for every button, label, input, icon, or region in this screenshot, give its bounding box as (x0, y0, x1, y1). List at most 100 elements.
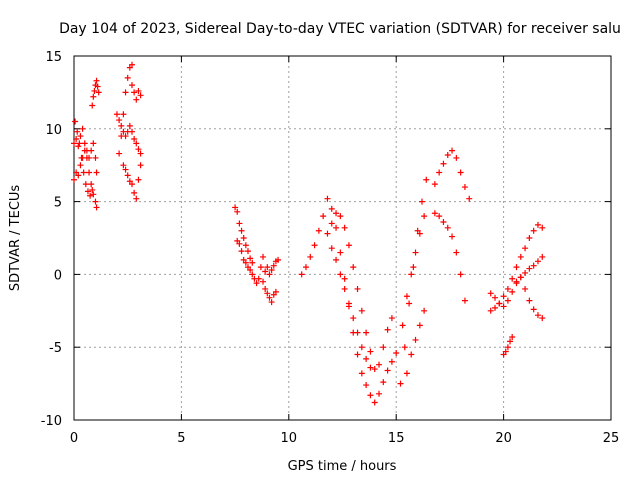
data-point (72, 118, 79, 125)
data-point (124, 172, 131, 179)
data-point (80, 169, 87, 176)
data-point (73, 135, 80, 142)
series-arc-2c (128, 82, 144, 103)
data-point (128, 128, 135, 135)
data-point (440, 160, 447, 167)
data-point (91, 87, 98, 94)
data-point (266, 271, 273, 278)
data-point (240, 235, 247, 241)
data-point (436, 213, 443, 220)
data-point (363, 355, 370, 362)
series-arc-1b (71, 125, 100, 176)
data-point (337, 249, 344, 256)
data-point (122, 166, 129, 173)
data-point (354, 351, 361, 358)
series-arc-3c (260, 278, 279, 306)
series-arc-7d (500, 334, 516, 358)
data-point (517, 274, 524, 281)
data-point (337, 213, 344, 220)
data-point (79, 125, 86, 132)
data-point (270, 262, 277, 269)
data-point (260, 278, 267, 285)
data-point (530, 227, 537, 234)
data-point (232, 204, 239, 211)
data-point (507, 338, 514, 345)
data-point (421, 213, 428, 220)
series-arc-4b (324, 210, 395, 373)
series-arc-2b (116, 61, 135, 157)
data-point (513, 278, 520, 285)
series-arc-7a (487, 221, 546, 314)
data-point (337, 271, 344, 278)
data-point (380, 344, 387, 351)
data-point (341, 285, 348, 292)
data-point (242, 242, 249, 249)
data-point (93, 169, 100, 176)
grid-layer (74, 56, 611, 420)
data-point (89, 102, 96, 109)
data-point (539, 315, 546, 322)
series-arc-3b (234, 237, 267, 287)
data-point (431, 210, 438, 217)
data-point (406, 300, 413, 307)
data-point (358, 344, 365, 351)
data-point (403, 370, 410, 377)
data-point (137, 92, 144, 99)
x-tick-label: 15 (388, 431, 405, 446)
data-point (466, 195, 473, 202)
series-arc-5a (397, 176, 430, 387)
data-point (133, 140, 140, 147)
data-point (264, 290, 271, 297)
data-point (416, 230, 423, 237)
data-point (298, 271, 305, 278)
data-point (496, 300, 503, 307)
data-point (504, 297, 511, 304)
data-point (504, 285, 511, 292)
data-point (262, 268, 269, 275)
x-tick-label: 5 (177, 431, 185, 446)
data-point (75, 143, 82, 150)
data-point (116, 117, 123, 124)
data-point (388, 358, 395, 365)
data-point (124, 74, 131, 81)
data-point (87, 192, 94, 199)
data-point (358, 370, 365, 377)
data-point (502, 348, 509, 355)
data-point (260, 253, 267, 260)
y-tick-label: 10 (45, 123, 62, 138)
data-point (84, 188, 91, 195)
data-point (89, 186, 96, 193)
data-point (345, 242, 352, 249)
data-point (255, 275, 262, 282)
data-point (500, 293, 507, 300)
data-point (92, 198, 99, 205)
data-point (397, 380, 404, 387)
data-point (236, 240, 243, 247)
data-point (534, 258, 541, 265)
data-point (238, 248, 245, 255)
data-point (449, 233, 456, 240)
data-point (487, 307, 494, 314)
data-point (92, 154, 99, 161)
data-point (135, 87, 142, 94)
data-point (376, 361, 383, 368)
data-point (137, 162, 144, 169)
data-point (358, 307, 365, 314)
data-point (393, 350, 400, 357)
data-point (388, 315, 395, 322)
series-arc-7c (513, 253, 546, 285)
data-point (539, 224, 546, 231)
data-point (253, 280, 260, 287)
data-point (90, 140, 97, 147)
data-point (449, 147, 456, 154)
series-arc-5c (403, 307, 428, 377)
series-arc-6a (431, 147, 473, 202)
data-point (453, 249, 460, 256)
data-point (504, 344, 511, 351)
data-point (131, 89, 138, 96)
data-point (76, 140, 83, 147)
data-point (249, 271, 256, 278)
data-point (307, 253, 314, 260)
data-point (367, 348, 374, 355)
data-point (257, 264, 264, 271)
